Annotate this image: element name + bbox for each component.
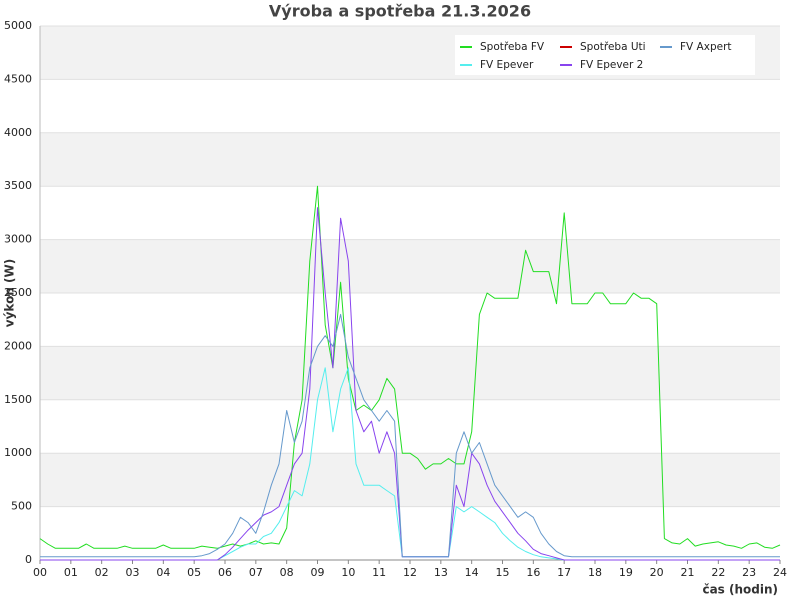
x-tick-label: 07 <box>249 566 263 579</box>
x-tick-label: 18 <box>588 566 602 579</box>
x-tick-label: 03 <box>126 566 140 579</box>
x-tick-label: 13 <box>434 566 448 579</box>
grid-band <box>40 132 780 187</box>
grid-band <box>40 453 780 507</box>
y-tick-label: 3000 <box>4 233 32 246</box>
y-tick-label: 4500 <box>4 72 32 85</box>
grid-bands <box>40 26 780 507</box>
legend-label: FV Epever 2 <box>580 59 643 71</box>
x-tick-label: 02 <box>95 566 109 579</box>
y-tick-label: 2000 <box>4 339 32 352</box>
x-tick-label: 04 <box>156 566 170 579</box>
x-tick-label: 16 <box>526 566 540 579</box>
x-tick-label: 14 <box>465 566 479 579</box>
x-tick-label: 23 <box>742 566 756 579</box>
legend-label: FV Epever <box>480 59 534 71</box>
y-tick-label: 2500 <box>4 286 32 299</box>
y-tick-label: 4000 <box>4 126 32 139</box>
series-line <box>39 185 781 549</box>
y-tick-label: 1500 <box>4 393 32 406</box>
plot-lines <box>39 185 781 561</box>
x-tick-label: 11 <box>372 566 386 579</box>
x-tick-label: 00 <box>33 566 47 579</box>
legend-box <box>455 35 755 75</box>
legend-label: FV Axpert <box>680 41 732 53</box>
x-tick-label: 19 <box>619 566 633 579</box>
x-tick-label: 15 <box>496 566 510 579</box>
y-tick-label: 500 <box>11 500 32 513</box>
x-tick-label: 01 <box>64 566 78 579</box>
y-tick-label: 1000 <box>4 446 32 459</box>
x-axis-label: čas (hodin) <box>702 583 778 597</box>
grid-band <box>40 239 780 293</box>
x-tick-label: 21 <box>681 566 695 579</box>
x-tick-label: 06 <box>218 566 232 579</box>
x-tick-label: 05 <box>187 566 201 579</box>
x-tick-label: 08 <box>280 566 294 579</box>
grid-band <box>40 346 780 400</box>
x-tick-label: 09 <box>311 566 325 579</box>
x-tick-label: 17 <box>557 566 571 579</box>
x-tick-label: 10 <box>341 566 355 579</box>
x-tick-label: 20 <box>650 566 664 579</box>
x-tick-label: 12 <box>403 566 417 579</box>
legend-label: Spotřeba FV <box>480 41 545 53</box>
y-tick-label: 3500 <box>4 179 32 192</box>
y-tick-label: 5000 <box>4 19 32 32</box>
grid: 0500100015002000250030003500400045005000… <box>4 19 787 579</box>
y-tick-label: 0 <box>25 553 32 566</box>
legend-label: Spotřeba Uti <box>580 41 646 53</box>
y-axis-label: výkon (W) <box>3 259 17 327</box>
series-line <box>40 313 780 558</box>
x-tick-label: 24 <box>773 566 787 579</box>
x-tick-label: 22 <box>711 566 725 579</box>
legend: Spotřeba FV FV Epever Spotřeba Uti FV Epeve… <box>455 35 755 75</box>
chart-title: Výroba a spotřeba 21.3.2026 <box>269 2 531 21</box>
